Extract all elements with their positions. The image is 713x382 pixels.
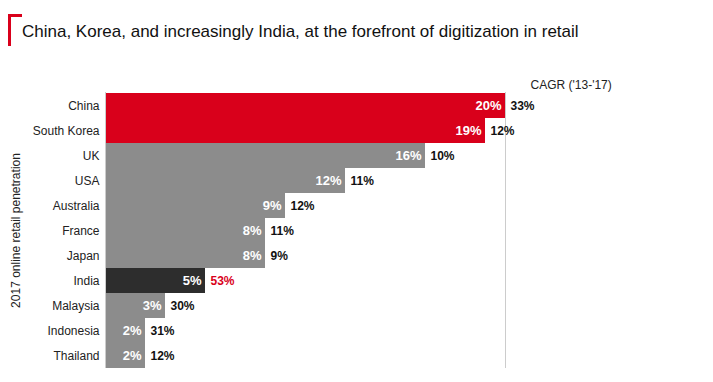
svg-text:Thailand: Thailand: [53, 349, 99, 363]
svg-text:CAGR ('13-'17): CAGR ('13-'17): [531, 78, 612, 92]
svg-text:19%: 19%: [455, 123, 481, 138]
svg-text:16%: 16%: [395, 148, 421, 163]
svg-text:8%: 8%: [243, 248, 262, 263]
svg-text:12%: 12%: [151, 349, 175, 363]
svg-text:12%: 12%: [491, 124, 515, 138]
svg-text:Japan: Japan: [67, 249, 100, 263]
svg-text:2%: 2%: [123, 323, 142, 338]
svg-text:Australia: Australia: [53, 199, 100, 213]
svg-text:2017 online retail penetration: 2017 online retail penetration: [9, 153, 23, 308]
svg-text:12%: 12%: [291, 199, 315, 213]
svg-text:9%: 9%: [271, 249, 289, 263]
svg-text:2%: 2%: [123, 348, 142, 363]
svg-text:9%: 9%: [263, 198, 282, 213]
svg-text:31%: 31%: [151, 324, 175, 338]
svg-text:12%: 12%: [315, 173, 341, 188]
html-text:China, Korea, and increasingly: China, Korea, and increasingly India, at…: [22, 22, 579, 41]
svg-text:UK: UK: [83, 149, 100, 163]
svg-text:20%: 20%: [475, 98, 501, 113]
svg-text:USA: USA: [75, 174, 100, 188]
svg-text:France: France: [62, 224, 100, 238]
svg-text:8%: 8%: [243, 223, 262, 238]
svg-text:33%: 33%: [511, 99, 535, 113]
svg-text:11%: 11%: [351, 174, 375, 188]
svg-text:3%: 3%: [143, 298, 162, 313]
svg-text:Indonesia: Indonesia: [47, 324, 99, 338]
svg-text:China: China: [68, 99, 100, 113]
svg-text:Malaysia: Malaysia: [52, 299, 100, 313]
svg-text:South Korea: South Korea: [33, 124, 100, 138]
svg-text:5%: 5%: [183, 273, 202, 288]
svg-text:53%: 53%: [211, 274, 235, 288]
svg-text:India: India: [73, 274, 99, 288]
svg-text:30%: 30%: [171, 299, 195, 313]
svg-text:10%: 10%: [431, 149, 455, 163]
svg-text:11%: 11%: [271, 224, 295, 238]
